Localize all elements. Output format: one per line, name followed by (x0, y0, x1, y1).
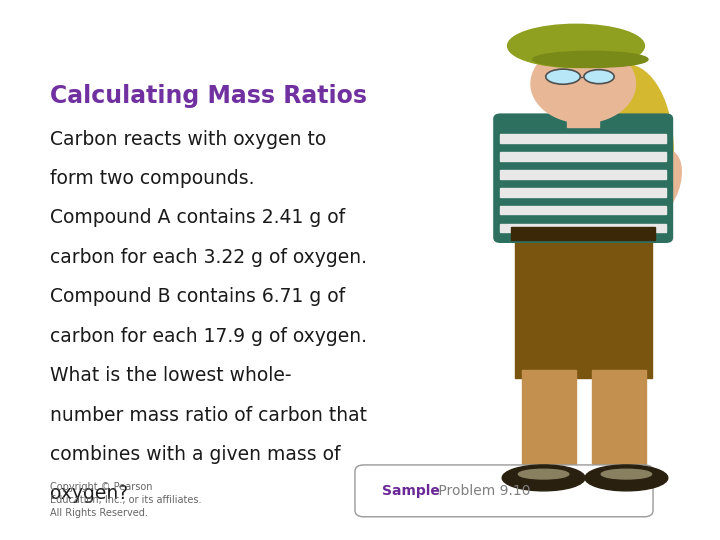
Ellipse shape (508, 24, 644, 68)
Text: Sample: Sample (382, 484, 439, 498)
Text: Compound A contains 2.41 g of: Compound A contains 2.41 g of (50, 208, 346, 227)
Text: Carbon reacts with oxygen to: Carbon reacts with oxygen to (50, 130, 327, 148)
Ellipse shape (533, 51, 648, 68)
Ellipse shape (503, 465, 585, 491)
FancyBboxPatch shape (355, 465, 653, 517)
Ellipse shape (580, 65, 673, 238)
Ellipse shape (495, 144, 556, 224)
Text: number mass ratio of carbon that: number mass ratio of carbon that (50, 406, 367, 424)
Bar (567, 103, 599, 127)
Bar (500, 134, 666, 143)
Bar (500, 224, 666, 232)
Text: Calculating Mass Ratios: Calculating Mass Ratios (50, 84, 367, 107)
Ellipse shape (584, 70, 614, 84)
Text: Problem 9.10: Problem 9.10 (434, 484, 531, 498)
Ellipse shape (629, 150, 681, 223)
FancyBboxPatch shape (493, 113, 673, 243)
Text: carbon for each 17.9 g of oxygen.: carbon for each 17.9 g of oxygen. (50, 327, 367, 346)
Text: Copyright © Pearson
Education, Inc., or its affiliates.
All Rights Reserved.: Copyright © Pearson Education, Inc., or … (50, 482, 202, 518)
Text: form two compounds.: form two compounds. (50, 169, 255, 188)
Bar (500, 188, 666, 197)
Bar (592, 370, 646, 464)
Bar (511, 227, 655, 240)
Ellipse shape (518, 469, 569, 479)
Text: What is the lowest whole-: What is the lowest whole- (50, 366, 292, 385)
Ellipse shape (601, 469, 652, 479)
Bar (500, 170, 666, 179)
Text: oxygen?: oxygen? (50, 484, 129, 503)
Bar (500, 152, 666, 161)
Ellipse shape (531, 45, 636, 123)
Ellipse shape (546, 69, 580, 84)
Text: carbon for each 3.22 g of oxygen.: carbon for each 3.22 g of oxygen. (50, 248, 367, 267)
Text: Compound B contains 6.71 g of: Compound B contains 6.71 g of (50, 287, 346, 306)
Text: combines with a given mass of: combines with a given mass of (50, 445, 341, 464)
Bar (522, 370, 576, 464)
Bar (515, 235, 652, 378)
Bar (500, 206, 666, 214)
Ellipse shape (585, 465, 668, 491)
